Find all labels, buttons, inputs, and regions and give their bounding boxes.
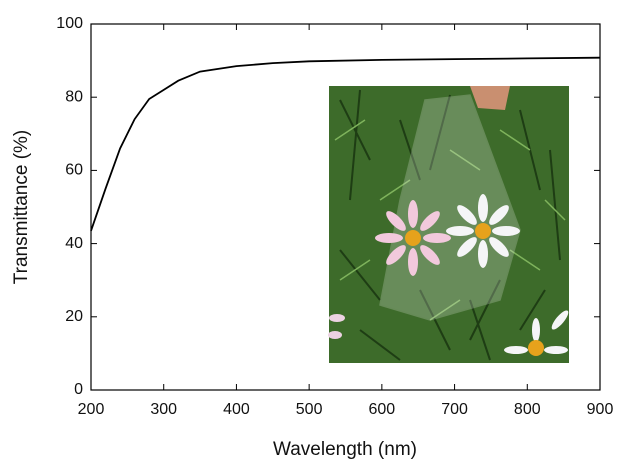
x-tick-label: 800	[514, 401, 541, 418]
line	[90, 56, 601, 232]
x-tick-label: 300	[150, 401, 177, 418]
y-tick-label: 20	[65, 308, 83, 325]
y-tick-label: 100	[56, 15, 83, 32]
y-tick-label: 60	[65, 162, 83, 179]
y-axis-label: Transmittance (%)	[11, 130, 32, 285]
x-tick-label: 200	[78, 401, 105, 418]
x-tick-label: 700	[441, 401, 468, 418]
y-tick-label: 0	[74, 381, 83, 398]
x-tick-label: 400	[223, 401, 250, 418]
plot-frame	[90, 23, 601, 391]
y-tick-label: 40	[65, 235, 83, 252]
inset-photo	[328, 86, 569, 363]
x-tick-label: 500	[296, 401, 323, 418]
y-tick-label: 80	[65, 88, 83, 105]
x-tick-label: 900	[587, 401, 614, 418]
x-axis-label: Wavelength (nm)	[273, 439, 417, 460]
x-tick-label: 600	[369, 401, 396, 418]
